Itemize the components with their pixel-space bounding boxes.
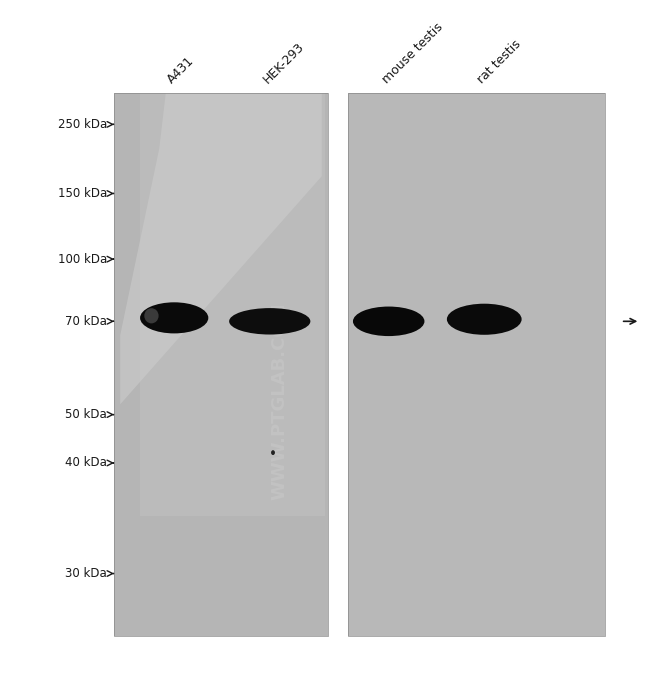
- Text: 30 kDa: 30 kDa: [66, 567, 107, 580]
- Bar: [114, 93, 328, 636]
- Text: rat testis: rat testis: [475, 38, 524, 86]
- Text: A431: A431: [165, 55, 197, 86]
- Text: 70 kDa: 70 kDa: [66, 315, 107, 328]
- Ellipse shape: [144, 308, 159, 323]
- Bar: [114, 93, 328, 636]
- Text: 150 kDa: 150 kDa: [58, 187, 107, 200]
- Ellipse shape: [271, 451, 275, 455]
- Bar: [328, 93, 348, 636]
- Text: 40 kDa: 40 kDa: [66, 457, 107, 469]
- Text: 50 kDa: 50 kDa: [66, 408, 107, 421]
- Ellipse shape: [447, 304, 521, 335]
- Bar: [348, 93, 604, 636]
- Ellipse shape: [353, 307, 424, 336]
- Text: WWW.PTGLAB.COM: WWW.PTGLAB.COM: [270, 302, 289, 500]
- Text: mouse testis: mouse testis: [380, 21, 445, 86]
- Bar: [348, 93, 604, 636]
- Text: 250 kDa: 250 kDa: [58, 118, 107, 131]
- Ellipse shape: [229, 308, 311, 334]
- Text: 100 kDa: 100 kDa: [58, 253, 107, 265]
- Polygon shape: [120, 93, 322, 404]
- Text: HEK-293: HEK-293: [261, 40, 307, 86]
- Ellipse shape: [140, 303, 208, 334]
- Polygon shape: [140, 93, 325, 516]
